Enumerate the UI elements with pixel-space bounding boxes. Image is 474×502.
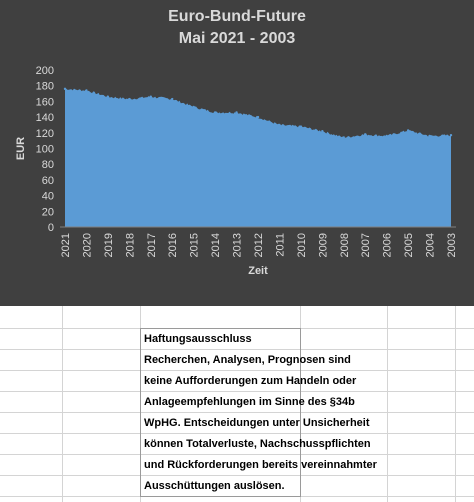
y-tick-label: 80	[42, 159, 54, 171]
disclaimer-text-line: und Rückforderungen bereits vereinnahmte…	[144, 459, 377, 471]
x-tick-label: 2008	[339, 233, 351, 257]
x-tick-label: 2010	[296, 233, 308, 257]
chart-canvas: 0 20 40 60 80 100 120 140 160 180 200 EUR 2021 2020 20…	[15, 65, 458, 277]
y-tick-label: 200	[36, 65, 54, 77]
x-tick-label: 2018	[124, 233, 136, 257]
data-point	[235, 111, 238, 114]
x-tick-label: 2019	[103, 233, 115, 257]
data-point	[449, 133, 453, 137]
x-tick-label: 2017	[146, 233, 158, 257]
y-tick-label: 20	[42, 206, 54, 218]
y-tick-label: 60	[42, 175, 54, 187]
data-point	[85, 89, 88, 92]
y-tick-label: 0	[48, 222, 54, 234]
y-tick-label: 140	[36, 112, 54, 124]
disclaimer-text-line: können Totalverluste, Nachschusspflichte…	[144, 438, 371, 450]
y-tick-label: 180	[36, 81, 54, 93]
data-point	[256, 115, 260, 119]
x-tick-label: 2016	[167, 233, 179, 257]
x-tick-label: 2015	[189, 233, 201, 257]
data-point	[213, 111, 217, 114]
data-point	[63, 87, 67, 91]
data-point	[192, 105, 195, 109]
data-point	[299, 125, 303, 128]
x-tick-label: 2004	[425, 233, 437, 257]
disclaimer-text-line: Anlageempfehlungen im Sinne des §34b	[144, 396, 355, 408]
x-tick-label: 2021	[60, 233, 72, 257]
disclaimer-text-line: keine Aufforderungen zum Handeln oder	[144, 375, 357, 387]
y-tick-label: 120	[36, 128, 54, 140]
data-point	[321, 130, 324, 133]
data-point	[406, 129, 410, 132]
x-tick-label: 2006	[382, 233, 394, 257]
disclaimer-heading: Haftungsausschluss	[144, 333, 252, 345]
data-point	[106, 95, 110, 98]
x-tick-label: 2014	[210, 233, 222, 257]
y-tick-label: 160	[36, 96, 54, 108]
data-point	[278, 123, 281, 127]
chart-panel: Euro-Bund-Future Mai 2021 - 2003 0 20 40 60…	[0, 0, 474, 306]
data-point	[171, 97, 174, 101]
x-tick-label: 2003	[446, 233, 458, 257]
spreadsheet-grid	[0, 306, 474, 502]
spreadsheet-area: Haftungsausschluss Recherchen, Analysen, …	[0, 306, 474, 502]
disclaimer-text-line: Recherchen, Analysen, Prognosen sind	[144, 354, 351, 366]
x-axis-label: Zeit	[248, 265, 268, 277]
x-tick-label: 2012	[253, 233, 265, 257]
data-point	[385, 134, 388, 138]
chart-subtitle: Mai 2021 - 2003	[178, 30, 296, 47]
chart-title: Euro-Bund-Future	[168, 8, 306, 25]
y-tick-label: 40	[42, 191, 54, 203]
x-tick-label: 2020	[81, 233, 93, 257]
x-tick-label: 2009	[317, 233, 329, 257]
data-point	[342, 136, 345, 139]
x-tick-label: 2005	[403, 233, 415, 257]
x-tick-label: 2011	[274, 233, 286, 257]
disclaimer-text-line: WpHG. Entscheidungen unter Unsicherheit	[144, 417, 370, 429]
data-point	[428, 134, 431, 138]
x-tick-label: 2007	[360, 233, 372, 257]
series-area	[65, 88, 451, 227]
data-point	[149, 95, 152, 98]
data-point	[364, 133, 367, 136]
y-axis-label: EUR	[15, 137, 27, 160]
y-tick-label: 100	[36, 144, 54, 156]
disclaimer-border	[140, 328, 301, 497]
data-point	[128, 97, 131, 101]
disclaimer-text-line: Ausschüttungen auslösen.	[144, 480, 285, 492]
x-tick-label: 2013	[232, 233, 244, 257]
